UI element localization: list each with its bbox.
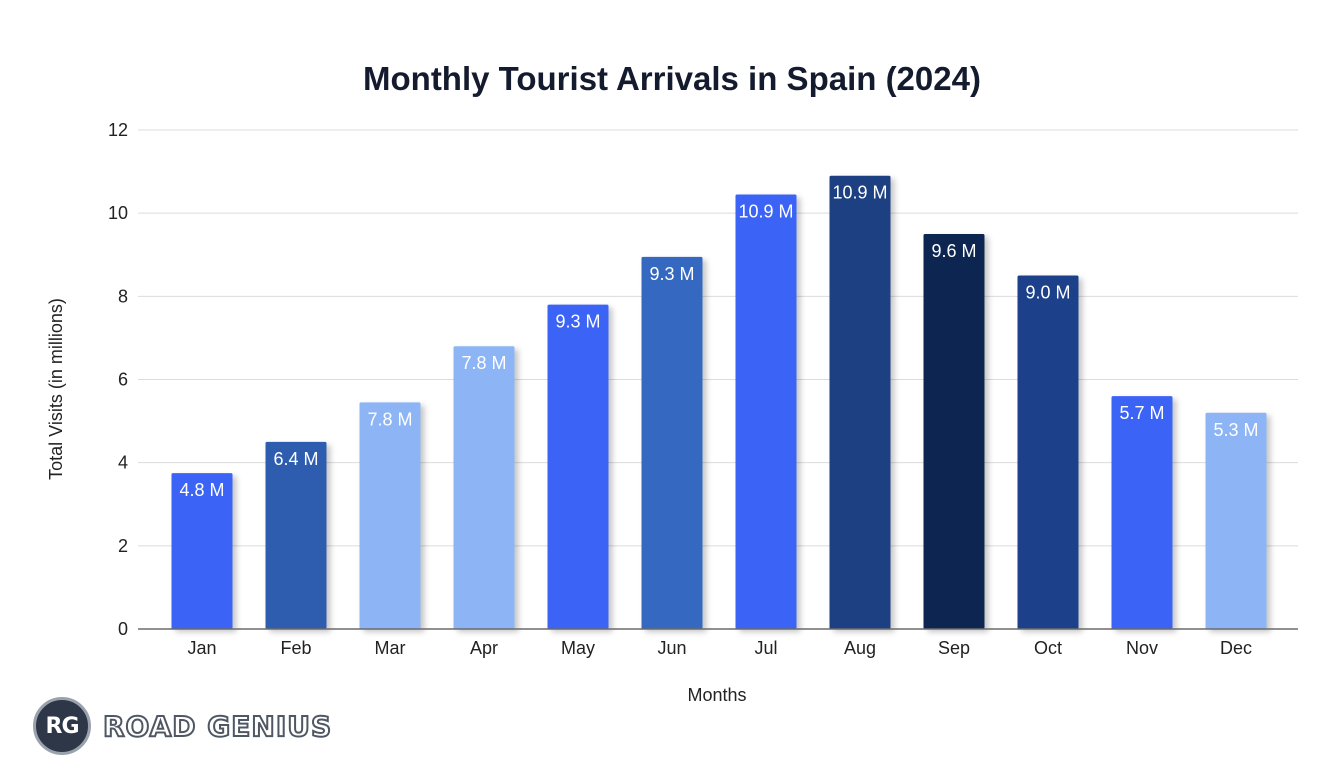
road-genius-logo: RG ROAD GENIUS <box>33 697 332 755</box>
bar-jul <box>735 194 797 629</box>
x-tick-label-feb: Feb <box>280 638 311 658</box>
data-label-nov: 5.7 M <box>1119 403 1164 423</box>
logo-badge: RG <box>33 697 91 755</box>
x-tick-label-dec: Dec <box>1220 638 1252 658</box>
bar-jan <box>171 473 233 629</box>
y-tick-label: 8 <box>118 286 128 306</box>
data-label-aug: 10.9 M <box>832 183 887 203</box>
y-tick-label: 12 <box>108 120 128 140</box>
x-tick-label-nov: Nov <box>1126 638 1158 658</box>
bar-jun <box>641 256 703 629</box>
bar-oct <box>1017 275 1079 629</box>
x-tick-label-apr: Apr <box>470 638 498 658</box>
bar-may <box>547 304 609 629</box>
data-label-jan: 4.8 M <box>179 480 224 500</box>
y-axis-ticks: 0 2 4 6 8 10 12 <box>108 120 128 639</box>
bar-feb <box>265 441 327 629</box>
y-tick-label: 2 <box>118 536 128 556</box>
y-axis-label: Total Visits (in millions) <box>46 298 66 480</box>
bar-nov <box>1111 396 1173 629</box>
chart-title: Monthly Tourist Arrivals in Spain (2024) <box>363 60 981 97</box>
x-tick-label-sep: Sep <box>938 638 970 658</box>
y-tick-label: 0 <box>118 619 128 639</box>
bar-dec <box>1205 412 1267 629</box>
bar-mar <box>359 402 421 629</box>
data-label-dec: 5.3 M <box>1213 420 1258 440</box>
y-tick-label: 4 <box>118 453 128 473</box>
bar-apr <box>453 346 515 629</box>
x-axis-ticks: Jan Feb Mar Apr May Jun Jul Aug Sep Oct Nov Dec <box>187 638 1252 658</box>
data-label-mar: 7.8 M <box>367 409 412 429</box>
data-label-jun: 9.3 M <box>649 264 694 284</box>
bar-aug <box>829 175 891 629</box>
data-label-may: 9.3 M <box>555 312 600 332</box>
x-tick-label-jul: Jul <box>754 638 777 658</box>
x-tick-label-jun: Jun <box>657 638 686 658</box>
data-label-oct: 9.0 M <box>1025 283 1070 303</box>
x-tick-label-mar: Mar <box>375 638 406 658</box>
data-label-jul: 10.9 M <box>738 201 793 221</box>
bars <box>171 175 1267 630</box>
data-label-sep: 9.6 M <box>931 241 976 261</box>
x-tick-label-aug: Aug <box>844 638 876 658</box>
data-labels: 4.8 M 6.4 M 7.8 M 7.8 M 9.3 M 9.3 M 10.9 M 10.9… <box>179 183 1258 500</box>
x-axis-label: Months <box>687 685 746 705</box>
y-tick-label: 10 <box>108 203 128 223</box>
y-tick-label: 6 <box>118 370 128 390</box>
gridlines <box>138 129 1298 547</box>
logo-wordmark: ROAD GENIUS <box>102 709 333 744</box>
data-label-feb: 6.4 M <box>273 449 318 469</box>
x-tick-label-jan: Jan <box>187 638 216 658</box>
data-label-apr: 7.8 M <box>461 353 506 373</box>
bar-sep <box>923 233 985 630</box>
x-tick-label-may: May <box>561 638 595 658</box>
x-tick-label-oct: Oct <box>1034 638 1062 658</box>
